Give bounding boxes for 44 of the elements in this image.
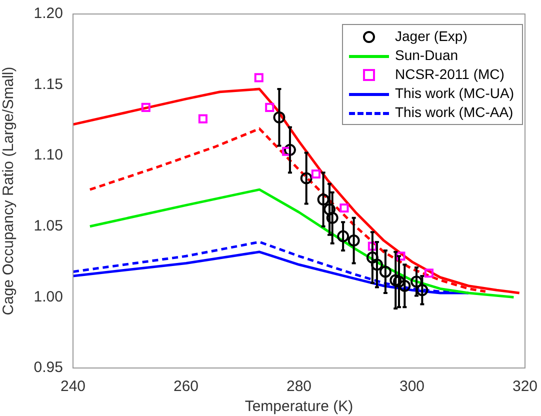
point [198, 114, 208, 124]
point [284, 144, 296, 156]
point [254, 73, 264, 82]
y-tick-label: 1.00 [34, 288, 63, 306]
legend-label: NCSR-2011 (MC) [395, 65, 504, 84]
legend-label: This work (MC-AA) [395, 103, 514, 122]
point [390, 274, 402, 286]
legend-label: Sun-Duan [395, 46, 458, 65]
point [317, 193, 330, 206]
point [396, 252, 406, 261]
y-tick-label: 1.10 [34, 146, 63, 164]
x-axis-title: Temperature (K) [244, 398, 354, 416]
point [311, 169, 320, 179]
point [416, 284, 428, 296]
point [410, 276, 423, 288]
point [273, 111, 286, 124]
point [326, 212, 338, 224]
x-tick-label: 260 [173, 378, 199, 396]
y-tick-label: 0.95 [34, 359, 63, 376]
point [340, 203, 349, 213]
x-tick-label: 280 [286, 378, 312, 396]
legend-label: Jager (Exp) [395, 27, 468, 46]
y-tick-label: 1.20 [34, 5, 63, 22]
point [337, 230, 350, 242]
y-tick-label: 1.15 [34, 76, 63, 93]
point [348, 234, 360, 247]
point [379, 266, 392, 278]
x-tick-label: 320 [512, 378, 538, 396]
point [141, 102, 150, 112]
point [265, 102, 274, 112]
point [300, 172, 312, 184]
x-tick-label: 240 [60, 378, 86, 396]
point [398, 280, 411, 292]
point [282, 146, 292, 156]
point [366, 252, 378, 264]
x-tick-label: 300 [399, 378, 425, 396]
point [424, 268, 434, 278]
y-tick-label: 1.05 [34, 218, 63, 235]
y-axis-title: Cage Occupancy Ratio (Large/Small) [0, 66, 18, 316]
legend-label: This work (MC-UA) [395, 84, 514, 103]
point [393, 276, 406, 288]
point [368, 242, 377, 251]
point [370, 258, 383, 271]
point [324, 203, 336, 216]
